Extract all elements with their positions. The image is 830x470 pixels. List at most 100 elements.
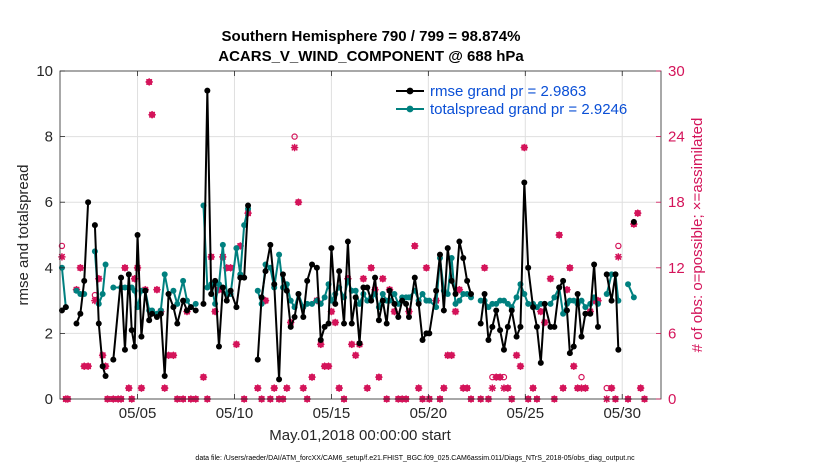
rmse-point bbox=[254, 356, 261, 363]
obs-assimilated-marker bbox=[211, 307, 219, 316]
rmse-point bbox=[313, 264, 320, 271]
y-tick-label: 0 bbox=[45, 391, 53, 408]
obs-assimilated-marker bbox=[488, 384, 497, 392]
rmse-point bbox=[493, 307, 500, 314]
rmse-point bbox=[215, 343, 222, 350]
rmse-point bbox=[200, 300, 207, 307]
obs-assimilated-marker bbox=[199, 373, 208, 381]
rmse-point bbox=[131, 343, 138, 350]
rmse-point bbox=[560, 277, 567, 284]
totalspread-point bbox=[352, 287, 359, 294]
rmse-point bbox=[271, 281, 278, 288]
data-file-note: data file: /Users/raeder/DAI/ATM_forcXX/… bbox=[195, 455, 635, 462]
rmse-point bbox=[525, 264, 532, 271]
rmse-point bbox=[81, 277, 88, 284]
legend: rmse grand pr = 2.9863 totalspread grand… bbox=[396, 83, 627, 118]
rmse-point bbox=[403, 300, 410, 307]
rmse-point bbox=[328, 245, 335, 252]
rmse-point bbox=[594, 323, 601, 330]
obs-assimilated-marker bbox=[222, 264, 231, 272]
obs-assimilated-marker bbox=[294, 198, 303, 206]
totalspread-point bbox=[321, 294, 328, 301]
rmse-point bbox=[146, 317, 153, 324]
obs-assimilated-marker bbox=[130, 274, 139, 283]
rmse-point bbox=[300, 314, 307, 320]
rmse-point bbox=[212, 277, 219, 284]
totalspread-point bbox=[276, 251, 283, 258]
rmse-line-segment bbox=[75, 202, 90, 324]
rmse-point bbox=[258, 294, 265, 301]
x-tick-label: 05/30 bbox=[603, 405, 641, 422]
rmse-point bbox=[276, 376, 283, 383]
rmse-point bbox=[174, 320, 181, 327]
obs-assimilated-marker bbox=[316, 340, 325, 349]
obs-assimilated-marker bbox=[76, 264, 85, 272]
rmse-point bbox=[481, 291, 488, 298]
obs-assimilated-marker bbox=[371, 285, 379, 294]
rmse-point bbox=[356, 340, 363, 347]
totalspread-point bbox=[513, 294, 520, 301]
rmse-point bbox=[241, 274, 248, 281]
totalspread-point bbox=[110, 284, 117, 291]
obs-assimilated-marker bbox=[320, 362, 329, 370]
obs-assimilated-marker bbox=[121, 264, 129, 272]
obs-possible-marker bbox=[615, 242, 622, 250]
obs-possible-marker bbox=[291, 133, 298, 140]
rmse-point bbox=[485, 336, 492, 343]
totalspread-point bbox=[241, 222, 248, 229]
rmse-point bbox=[415, 300, 422, 307]
obs-assimilated-marker bbox=[80, 362, 89, 370]
rmse-point bbox=[556, 284, 563, 291]
obs-assimilated-marker bbox=[529, 384, 537, 392]
rmse-point bbox=[563, 307, 570, 314]
rmse-point bbox=[142, 287, 149, 294]
rmse-point bbox=[121, 346, 128, 353]
rmse-point bbox=[128, 327, 135, 334]
totalspread-point bbox=[192, 300, 199, 307]
rmse-point bbox=[223, 297, 230, 304]
rmse-point bbox=[460, 254, 467, 261]
obs-assimilated-marker bbox=[520, 143, 529, 152]
totalspread-point bbox=[419, 291, 426, 298]
rmse-point bbox=[95, 320, 102, 327]
rmse-point bbox=[267, 241, 274, 248]
y2-tick-label: 18 bbox=[668, 194, 685, 211]
obs-assimilated-marker bbox=[555, 231, 564, 239]
obs-assimilated-marker bbox=[512, 351, 521, 360]
rmse-point bbox=[262, 268, 269, 275]
obs-assimilated-marker bbox=[169, 351, 178, 360]
rmse-point bbox=[603, 271, 610, 278]
obs-assimilated-marker bbox=[447, 351, 456, 360]
obs-assimilated-marker bbox=[351, 351, 360, 360]
x-tick-label: 05/20 bbox=[410, 405, 448, 422]
obs-assimilated-marker bbox=[145, 78, 153, 86]
x-tick-label: 05/10 bbox=[216, 405, 254, 422]
rmse-point bbox=[208, 291, 215, 298]
obs-assimilated-marker bbox=[440, 384, 448, 392]
rmse-point bbox=[419, 336, 426, 343]
obs-assimilated-marker bbox=[459, 384, 468, 392]
obs-assimilated-marker bbox=[375, 373, 383, 381]
totalspread-point bbox=[379, 291, 386, 298]
obs-assimilated-marker bbox=[563, 285, 571, 294]
obs-assimilated-marker bbox=[410, 242, 419, 250]
totalspread-point bbox=[254, 287, 261, 294]
obs-assimilated-marker bbox=[335, 384, 343, 392]
obs-assimilated-marker bbox=[590, 296, 598, 305]
rmse-point bbox=[508, 307, 515, 314]
rmse-point bbox=[219, 284, 226, 291]
obs-assimilated-marker bbox=[94, 274, 103, 283]
obs-assimilated-marker bbox=[363, 384, 372, 392]
rmse-point bbox=[352, 294, 359, 301]
obs-assimilated-marker bbox=[324, 362, 333, 370]
obs-assimilated-marker bbox=[283, 384, 291, 392]
obs-assimilated-marker bbox=[367, 264, 375, 272]
rmse-point bbox=[452, 291, 459, 298]
obs-assimilated-marker bbox=[378, 274, 387, 283]
totalspread-point bbox=[525, 300, 532, 307]
rmse-point bbox=[477, 320, 484, 327]
rmse-point bbox=[533, 323, 540, 330]
obs-assimilated-marker bbox=[253, 384, 262, 392]
